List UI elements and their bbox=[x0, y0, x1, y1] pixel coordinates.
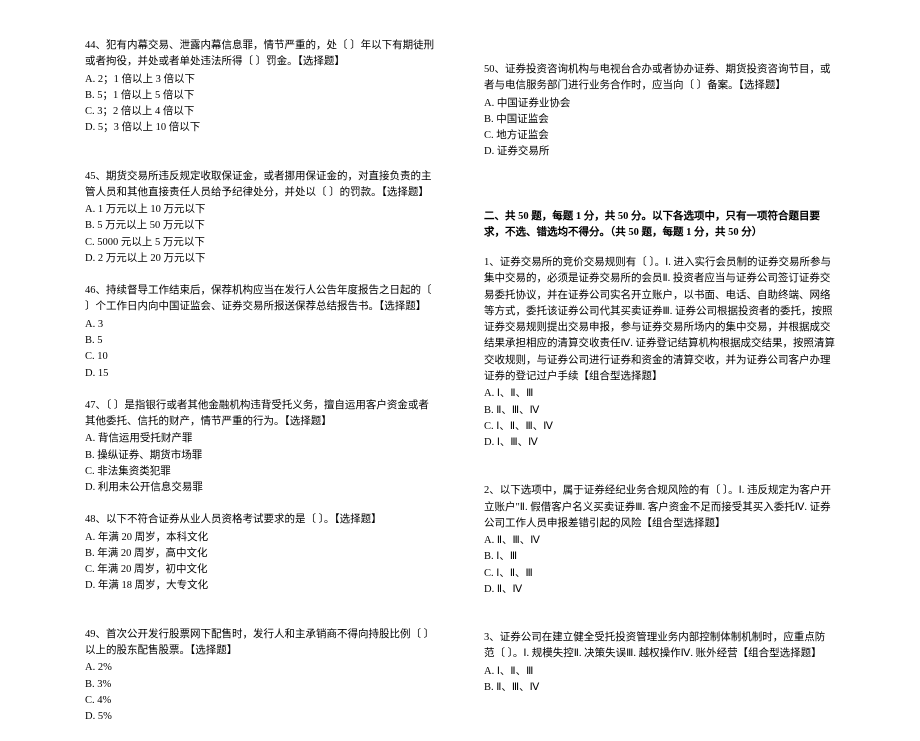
question-option: C. 5000 元以上 5 万元以下 bbox=[85, 235, 436, 251]
question-option: A. 1 万元以上 10 万元以下 bbox=[85, 202, 436, 218]
question-option: A. Ⅱ、Ⅲ、Ⅳ bbox=[484, 533, 835, 549]
question-option: A. 中国证券业协会 bbox=[484, 96, 835, 112]
question-option: B. 年满 20 周岁，高中文化 bbox=[85, 546, 436, 562]
question-49: 49、首次公开发行股票网下配售时，发行人和主承销商不得向持股比例〔 〕以上的股东… bbox=[85, 627, 436, 726]
question-s2-3: 3、证券公司在建立健全受托投资管理业务内部控制体制机制时，应重点防范〔 〕。Ⅰ.… bbox=[484, 630, 835, 696]
question-option: B. 5 万元以上 50 万元以下 bbox=[85, 218, 436, 234]
question-option: B. Ⅱ、Ⅲ、Ⅳ bbox=[484, 680, 835, 696]
question-option: C. Ⅰ、Ⅱ、Ⅲ bbox=[484, 566, 835, 582]
question-option: C. Ⅰ、Ⅱ、Ⅲ、Ⅳ bbox=[484, 419, 835, 435]
question-s2-1: 1、证券交易所的竞价交易规则有〔 〕。Ⅰ. 进入实行会员制的证券交易所参与集中交… bbox=[484, 255, 835, 451]
question-option: C. 地方证监会 bbox=[484, 128, 835, 144]
question-50: 50、证券投资咨询机构与电视台合办或者协办证券、期货投资咨询节目，或者与电信服务… bbox=[484, 62, 835, 161]
question-46: 46、持续督导工作结束后，保荐机构应当在发行人公告年度报告之日起的〔 〕个工作日… bbox=[85, 283, 436, 382]
question-text: 1、证券交易所的竞价交易规则有〔 〕。Ⅰ. 进入实行会员制的证券交易所参与集中交… bbox=[484, 255, 835, 385]
question-option: D. 2 万元以上 20 万元以下 bbox=[85, 251, 436, 267]
question-option: C. 10 bbox=[85, 349, 436, 365]
question-option: C. 3；2 倍以上 4 倍以下 bbox=[85, 104, 436, 120]
question-option: A. 背信运用受托财产罪 bbox=[85, 431, 436, 447]
question-option: D. 5；3 倍以上 10 倍以下 bbox=[85, 120, 436, 136]
question-option: C. 非法集资类犯罪 bbox=[85, 464, 436, 480]
question-option: D. 15 bbox=[85, 366, 436, 382]
question-text: 50、证券投资咨询机构与电视台合办或者协办证券、期货投资咨询节目，或者与电信服务… bbox=[484, 62, 835, 95]
question-option: D. 证券交易所 bbox=[484, 144, 835, 160]
question-option: A. Ⅰ、Ⅱ、Ⅲ bbox=[484, 386, 835, 402]
question-47: 47、〔 〕是指银行或者其他金融机构违背受托义务，擅自运用客户资金或者其他委托、… bbox=[85, 398, 436, 497]
question-text: 46、持续督导工作结束后，保荐机构应当在发行人公告年度报告之日起的〔 〕个工作日… bbox=[85, 283, 436, 316]
question-option: B. 5；1 倍以上 5 倍以下 bbox=[85, 88, 436, 104]
question-option: B. 中国证监会 bbox=[484, 112, 835, 128]
question-option: A. Ⅰ、Ⅱ、Ⅲ bbox=[484, 664, 835, 680]
question-text: 3、证券公司在建立健全受托投资管理业务内部控制体制机制时，应重点防范〔 〕。Ⅰ.… bbox=[484, 630, 835, 663]
question-s2-2: 2、以下选项中，属于证券经纪业务合规风险的有〔 〕。Ⅰ. 违反规定为客户开立账户… bbox=[484, 483, 835, 598]
question-option: D. 年满 18 周岁，大专文化 bbox=[85, 578, 436, 594]
question-option: B. 5 bbox=[85, 333, 436, 349]
question-text: 44、犯有内幕交易、泄露内幕信息罪，情节严重的，处〔 〕年以下有期徒刑或者拘役，… bbox=[85, 38, 436, 71]
question-text: 49、首次公开发行股票网下配售时，发行人和主承销商不得向持股比例〔 〕以上的股东… bbox=[85, 627, 436, 660]
right-column: 50、证券投资咨询机构与电视台合办或者协办证券、期货投资咨询节目，或者与电信服务… bbox=[484, 38, 835, 741]
question-option: C. 年满 20 周岁，初中文化 bbox=[85, 562, 436, 578]
question-text: 2、以下选项中，属于证券经纪业务合规风险的有〔 〕。Ⅰ. 违反规定为客户开立账户… bbox=[484, 483, 835, 532]
question-45: 45、期货交易所违反规定收取保证金，或者挪用保证金的，对直接负责的主管人员和其他… bbox=[85, 169, 436, 268]
page-container: 44、犯有内幕交易、泄露内幕信息罪，情节严重的，处〔 〕年以下有期徒刑或者拘役，… bbox=[0, 38, 920, 741]
question-option: A. 年满 20 周岁，本科文化 bbox=[85, 530, 436, 546]
question-option: B. Ⅰ、Ⅲ bbox=[484, 549, 835, 565]
question-44: 44、犯有内幕交易、泄露内幕信息罪，情节严重的，处〔 〕年以下有期徒刑或者拘役，… bbox=[85, 38, 436, 137]
question-option: A. 2% bbox=[85, 660, 436, 676]
question-option: D. Ⅱ、Ⅳ bbox=[484, 582, 835, 598]
question-option: B. 操纵证券、期货市场罪 bbox=[85, 448, 436, 464]
question-text: 47、〔 〕是指银行或者其他金融机构违背受托义务，擅自运用客户资金或者其他委托、… bbox=[85, 398, 436, 431]
question-option: A. 3 bbox=[85, 317, 436, 333]
question-option: D. 5% bbox=[85, 709, 436, 725]
section-heading: 二、共 50 题，每题 1 分，共 50 分。以下各选项中，只有一项符合题目要求… bbox=[484, 209, 835, 242]
question-option: A. 2；1 倍以上 3 倍以下 bbox=[85, 72, 436, 88]
question-option: D. 利用未公开信息交易罪 bbox=[85, 480, 436, 496]
question-48: 48、以下不符合证券从业人员资格考试要求的是〔 〕。【选择题】 A. 年满 20… bbox=[85, 512, 436, 594]
left-column: 44、犯有内幕交易、泄露内幕信息罪，情节严重的，处〔 〕年以下有期徒刑或者拘役，… bbox=[85, 38, 436, 741]
question-option: B. Ⅱ、Ⅲ、Ⅳ bbox=[484, 403, 835, 419]
question-text: 45、期货交易所违反规定收取保证金，或者挪用保证金的，对直接负责的主管人员和其他… bbox=[85, 169, 436, 202]
question-option: B. 3% bbox=[85, 677, 436, 693]
question-option: D. Ⅰ、Ⅲ、Ⅳ bbox=[484, 435, 835, 451]
question-text: 48、以下不符合证券从业人员资格考试要求的是〔 〕。【选择题】 bbox=[85, 512, 436, 528]
question-option: C. 4% bbox=[85, 693, 436, 709]
